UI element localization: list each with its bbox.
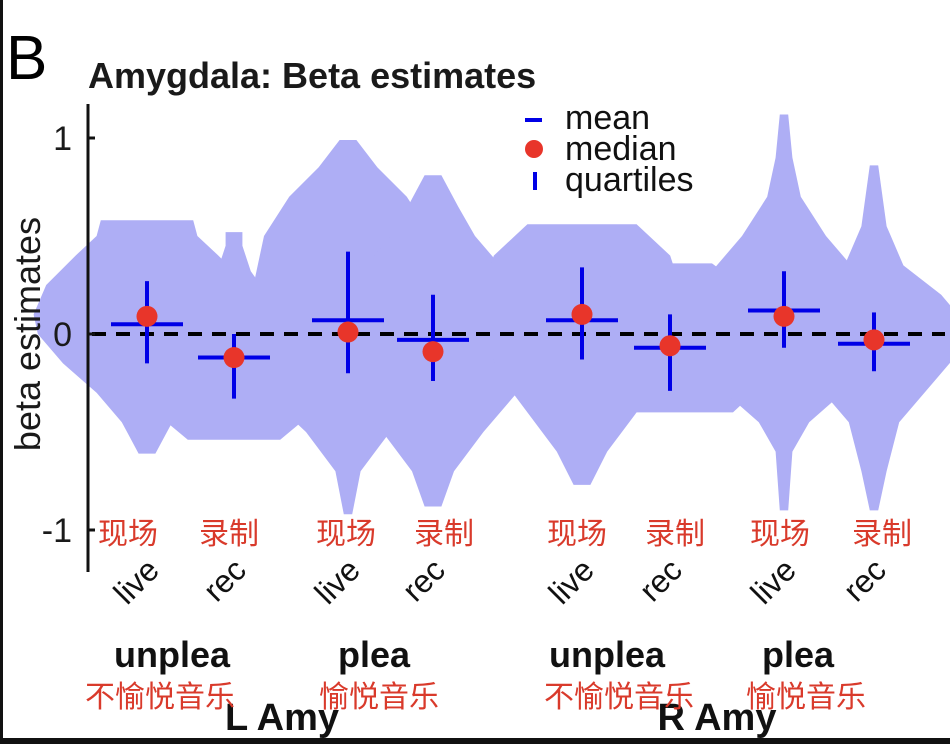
y-axis-label: beta estimates <box>7 217 48 451</box>
group-label-r-plea: plea <box>762 634 835 675</box>
category-label-zh-4: 现场 <box>547 517 607 552</box>
legend: mean median quartiles <box>525 99 694 199</box>
stats-layer <box>111 251 910 399</box>
panel-label: B <box>6 24 47 93</box>
category-label-zh-2: 现场 <box>316 517 376 552</box>
frame-border-bottom <box>0 738 950 744</box>
category-label-5: rec <box>632 551 689 608</box>
category-label-zh-1: 录制 <box>199 517 259 552</box>
group-label-r-unplea: unplea <box>549 634 666 675</box>
category-label-1: rec <box>196 551 253 608</box>
category-label-6: live <box>744 551 803 610</box>
category-label-3: rec <box>395 551 452 608</box>
region-label-right: R Amy <box>658 697 777 739</box>
median-dot-5 <box>659 335 681 357</box>
y-tick-label: 0 <box>53 316 72 354</box>
frame-border-left <box>0 0 3 744</box>
median-dot-2 <box>337 321 359 343</box>
group-label-l-plea: plea <box>338 634 411 675</box>
category-label-4: live <box>542 551 601 610</box>
legend-mean-label: mean <box>565 99 650 137</box>
category-label-0: live <box>107 551 166 610</box>
category-labels: live rec live rec live rec live rec <box>107 551 893 610</box>
category-label-zh-6: 现场 <box>750 517 810 552</box>
legend-quartiles-label: quartiles <box>565 161 694 199</box>
group-label-zh-l-plea: 愉悦音乐 <box>319 680 439 715</box>
median-dot-7 <box>863 329 885 351</box>
category-labels-zh: 现场 录制 现场 录制 现场 录制 现场 录制 <box>98 517 912 552</box>
group-label-zh-r-plea: 愉悦音乐 <box>746 680 866 715</box>
group-label-zh-l-unplea: 不愉悦音乐 <box>85 680 235 715</box>
category-label-zh-0: 现场 <box>98 517 158 552</box>
group-label-l-unplea: unplea <box>114 634 231 675</box>
category-label-zh-5: 录制 <box>645 517 705 552</box>
category-label-7: rec <box>836 551 893 608</box>
category-label-zh-3: 录制 <box>414 517 474 552</box>
y-ticks: 1 0 -1 <box>42 120 95 550</box>
y-tick-label: 1 <box>53 120 72 158</box>
median-dot-4 <box>571 303 593 325</box>
median-dot-6 <box>773 305 795 327</box>
median-dot-1 <box>223 347 245 369</box>
legend-median-label: median <box>565 130 677 168</box>
violins-layer <box>33 114 950 515</box>
legend-median-icon <box>525 140 543 158</box>
y-tick-label: -1 <box>42 512 72 550</box>
category-label-2: live <box>308 551 367 610</box>
region-label-left: L Amy <box>225 697 339 739</box>
group-label-zh-r-unplea: 不愉悦音乐 <box>544 680 694 715</box>
median-dot-3 <box>422 341 444 363</box>
chart-title: Amygdala: Beta estimates <box>88 55 536 96</box>
median-dot-0 <box>136 305 158 327</box>
category-label-zh-7: 录制 <box>852 517 912 552</box>
